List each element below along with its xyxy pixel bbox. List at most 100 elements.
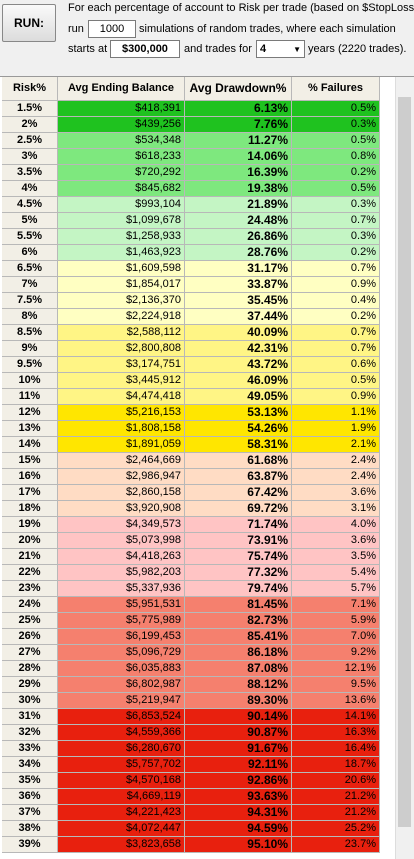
table-row: 5.5% $1,258,933 26.86% 0.3% — [2, 229, 380, 245]
drawdown-cell: 71.74% — [185, 517, 292, 533]
balance-cell: $993,104 — [58, 197, 185, 213]
risk-cell: 37% — [2, 805, 58, 821]
drawdown-cell: 6.13% — [185, 101, 292, 117]
balance-cell: $1,099,678 — [58, 213, 185, 229]
drawdown-cell: 42.31% — [185, 341, 292, 357]
risk-cell: 1.5% — [2, 101, 58, 117]
drawdown-cell: 14.06% — [185, 149, 292, 165]
drawdown-cell: 91.67% — [185, 741, 292, 757]
failures-cell: 21.2% — [292, 805, 380, 821]
drawdown-cell: 90.14% — [185, 709, 292, 725]
failures-cell: 1.1% — [292, 405, 380, 421]
table-row: 39% $3,823,658 95.10% 23.7% — [2, 837, 380, 853]
years-select[interactable]: 4 ▼ — [256, 40, 305, 58]
failures-cell: 0.3% — [292, 197, 380, 213]
balance-cell: $3,920,908 — [58, 501, 185, 517]
risk-cell: 10% — [2, 373, 58, 389]
table-row: 20% $5,073,998 73.91% 3.6% — [2, 533, 380, 549]
table-row: 17% $2,860,158 67.42% 3.6% — [2, 485, 380, 501]
failures-cell: 9.5% — [292, 677, 380, 693]
risk-cell: 16% — [2, 469, 58, 485]
risk-cell: 14% — [2, 437, 58, 453]
risk-cell: 24% — [2, 597, 58, 613]
table-row: 6.5% $1,609,598 31.17% 0.7% — [2, 261, 380, 277]
column-header: % Failures — [292, 77, 380, 101]
column-header: Avg Drawdown% — [185, 77, 292, 101]
failures-cell: 0.2% — [292, 309, 380, 325]
controls: RUN: For each percentage of account to R… — [0, 0, 414, 74]
risk-cell: 8% — [2, 309, 58, 325]
failures-cell: 0.3% — [292, 229, 380, 245]
table-row: 27% $5,096,729 86.18% 9.2% — [2, 645, 380, 661]
risk-cell: 4% — [2, 181, 58, 197]
failures-cell: 0.4% — [292, 293, 380, 309]
risk-cell: 21% — [2, 549, 58, 565]
balance-cell: $1,258,933 — [58, 229, 185, 245]
balance-cell: $2,464,669 — [58, 453, 185, 469]
failures-cell: 5.4% — [292, 565, 380, 581]
failures-cell: 3.6% — [292, 485, 380, 501]
risk-cell: 8.5% — [2, 325, 58, 341]
failures-cell: 3.6% — [292, 533, 380, 549]
table-row: 29% $6,802,987 88.12% 9.5% — [2, 677, 380, 693]
scroll-thumb[interactable] — [398, 97, 411, 827]
run-button[interactable]: RUN: — [2, 4, 56, 42]
table-row: 1.5% $418,391 6.13% 0.5% — [2, 101, 380, 117]
balance-cell: $2,860,158 — [58, 485, 185, 501]
balance-cell: $1,854,017 — [58, 277, 185, 293]
drawdown-cell: 16.39% — [185, 165, 292, 181]
balance-cell: $1,808,158 — [58, 421, 185, 437]
risk-cell: 23% — [2, 581, 58, 597]
risk-cell: 20% — [2, 533, 58, 549]
balance-cell: $5,337,936 — [58, 581, 185, 597]
risk-cell: 6.5% — [2, 261, 58, 277]
failures-cell: 0.2% — [292, 245, 380, 261]
failures-cell: 16.3% — [292, 725, 380, 741]
table-row: 23% $5,337,936 79.74% 5.7% — [2, 581, 380, 597]
drawdown-cell: 61.68% — [185, 453, 292, 469]
balance-cell: $5,757,702 — [58, 757, 185, 773]
runs-input[interactable]: 1000 — [88, 20, 136, 38]
failures-cell: 18.7% — [292, 757, 380, 773]
failures-cell: 3.5% — [292, 549, 380, 565]
balance-cell: $6,199,453 — [58, 629, 185, 645]
start-input[interactable]: $300,000 — [110, 40, 180, 58]
risk-cell: 25% — [2, 613, 58, 629]
failures-cell: 4.0% — [292, 517, 380, 533]
risk-cell: 15% — [2, 453, 58, 469]
balance-cell: $1,609,598 — [58, 261, 185, 277]
balance-cell: $4,559,366 — [58, 725, 185, 741]
failures-cell: 9.2% — [292, 645, 380, 661]
drawdown-cell: 35.45% — [185, 293, 292, 309]
drawdown-cell: 93.63% — [185, 789, 292, 805]
balance-cell: $6,035,883 — [58, 661, 185, 677]
table-row: 12% $5,216,153 53.13% 1.1% — [2, 405, 380, 421]
results-grid: Risk% Avg Ending Balance Avg Drawdown%% Fa… — [0, 76, 414, 859]
balance-cell: $618,233 — [58, 149, 185, 165]
drawdown-cell: 94.31% — [185, 805, 292, 821]
risk-cell: 19% — [2, 517, 58, 533]
table-row: 15% $2,464,669 61.68% 2.4% — [2, 453, 380, 469]
failures-cell: 0.5% — [292, 373, 380, 389]
years-value: 4 — [260, 43, 267, 55]
risk-cell: 39% — [2, 837, 58, 853]
label: and trades for — [184, 43, 252, 55]
failures-cell: 0.5% — [292, 101, 380, 117]
scrollbar[interactable] — [395, 77, 414, 859]
drawdown-cell: 67.42% — [185, 485, 292, 501]
balance-cell: $5,951,531 — [58, 597, 185, 613]
risk-cell: 3% — [2, 149, 58, 165]
risk-cell: 11% — [2, 389, 58, 405]
balance-cell: $5,096,729 — [58, 645, 185, 661]
balance-cell: $2,136,370 — [58, 293, 185, 309]
drawdown-cell: 54.26% — [185, 421, 292, 437]
failures-cell: 5.7% — [292, 581, 380, 597]
description: For each percentage of account to Risk p… — [68, 2, 414, 14]
risk-cell: 38% — [2, 821, 58, 837]
balance-cell: $1,463,923 — [58, 245, 185, 261]
risk-cell: 9.5% — [2, 357, 58, 373]
failures-cell: 1.9% — [292, 421, 380, 437]
risk-cell: 12% — [2, 405, 58, 421]
table-row: 4.5% $993,104 21.89% 0.3% — [2, 197, 380, 213]
drawdown-cell: 26.86% — [185, 229, 292, 245]
